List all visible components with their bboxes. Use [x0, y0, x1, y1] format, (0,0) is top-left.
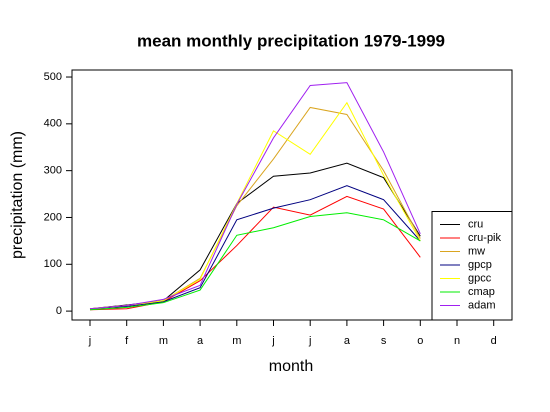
x-tick-label: a [197, 335, 204, 347]
series-line [89, 185, 421, 310]
x-tick-label: m [159, 335, 168, 347]
legend-label: cmap [468, 286, 495, 298]
series-line [89, 195, 421, 311]
legend-box [431, 211, 513, 321]
x-tick-label: n [454, 335, 460, 347]
x-tick-label: m [232, 335, 241, 347]
x-tick-label: d [491, 335, 497, 347]
x-tick-label: a [344, 335, 351, 347]
legend-label: cru [468, 218, 483, 230]
plot-frame [71, 69, 513, 321]
x-tick-label: o [417, 335, 423, 347]
series-line [89, 162, 421, 310]
y-tick-label: 400 [44, 118, 62, 130]
series-line [89, 101, 421, 310]
legend-label: mw [468, 245, 485, 257]
x-tick-label: j [88, 335, 91, 347]
legend-label: adam [468, 299, 496, 311]
x-tick-label: j [308, 335, 311, 347]
legend-label: gpcp [468, 259, 492, 271]
series-line [89, 106, 421, 310]
legend-label: cru-pik [468, 232, 502, 244]
y-tick-label: 300 [44, 165, 62, 177]
series-line [89, 82, 421, 310]
y-tick-label: 200 [44, 211, 62, 223]
x-tick-label: s [381, 335, 387, 347]
x-tick-label: f [125, 335, 129, 347]
legend-label: gpcc [468, 272, 492, 284]
chart-title: mean monthly precipitation 1979-1999 [137, 31, 445, 50]
x-axis-title: month [269, 358, 313, 375]
y-tick-label: 100 [44, 258, 62, 270]
x-tick-label: j [271, 335, 274, 347]
series-line [89, 212, 421, 311]
y-axis-title: precipitation (mm) [9, 131, 26, 259]
y-tick-label: 500 [44, 71, 62, 83]
y-tick-label: 0 [56, 305, 62, 317]
